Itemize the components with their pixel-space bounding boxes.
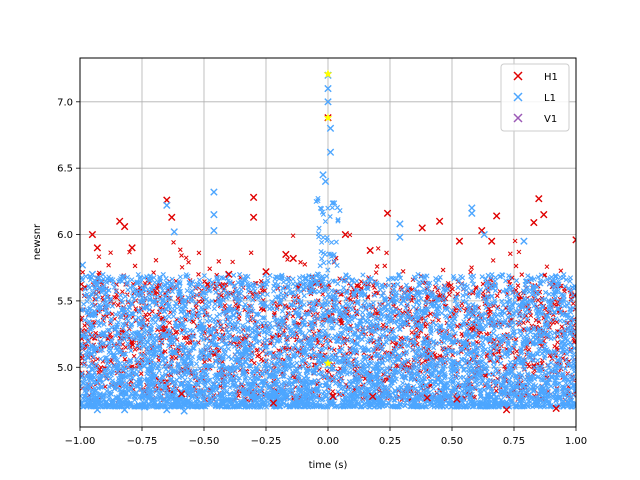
point-l1 xyxy=(210,226,218,235)
data-points xyxy=(80,69,576,415)
x-tick-label: 1.00 xyxy=(565,436,587,447)
legend-marker-v1 xyxy=(513,113,523,123)
point-l1 xyxy=(319,171,327,179)
point-l1 xyxy=(520,237,528,245)
y-tick-label: 6.5 xyxy=(57,164,73,175)
point-h1 xyxy=(540,210,548,219)
legend-marker-h1 xyxy=(513,71,523,81)
point-h1 xyxy=(502,406,511,414)
point-l1 xyxy=(210,188,218,196)
point-h1 xyxy=(341,230,350,239)
trigger-cloud xyxy=(80,195,576,410)
point-l1 xyxy=(396,220,404,228)
point-l1 xyxy=(93,406,102,414)
point-h1 xyxy=(552,404,560,413)
point-l1 xyxy=(140,403,149,411)
highlight-star xyxy=(323,358,333,367)
point-l1 xyxy=(321,177,330,186)
x-tick-label: 0.00 xyxy=(317,436,339,447)
point-l1 xyxy=(210,210,218,219)
axis-ticks: −1.00 −0.75 −0.50 −0.25 0.00 0.25 0.50 0.75 1.00… xyxy=(57,97,587,447)
point-l1 xyxy=(324,98,332,106)
point-l1 xyxy=(324,84,332,93)
highlight-star xyxy=(323,113,333,122)
point-h1 xyxy=(93,244,102,252)
x-tick-label: 0.25 xyxy=(379,436,401,447)
legend-marker-l1 xyxy=(513,92,523,102)
point-l1 xyxy=(396,233,404,241)
point-h1 xyxy=(262,268,270,276)
point-l1 xyxy=(120,406,129,414)
point-h1 xyxy=(366,246,374,255)
point-l1 xyxy=(468,209,476,217)
y-tick-label: 7.0 xyxy=(57,97,73,108)
legend-label-h1: H1 xyxy=(544,72,558,83)
x-tick-label: −0.25 xyxy=(251,436,282,447)
x-tick-label: −0.75 xyxy=(127,436,158,447)
point-l1 xyxy=(326,148,335,156)
y-tick-label: 5.0 xyxy=(57,363,73,374)
point-h1 xyxy=(163,196,171,204)
point-h1 xyxy=(572,236,576,244)
point-h1 xyxy=(120,222,129,231)
point-h1 xyxy=(453,395,461,403)
point-l1 xyxy=(88,270,97,279)
point-l1 xyxy=(326,124,335,133)
highlight-star xyxy=(323,69,333,78)
point-h1 xyxy=(225,270,233,279)
point-h1 xyxy=(177,390,186,398)
point-h1 xyxy=(329,392,337,401)
point-l1 xyxy=(163,406,171,414)
x-tick-label: −1.00 xyxy=(65,436,96,447)
legend-box xyxy=(500,63,570,132)
point-h1 xyxy=(269,399,278,407)
x-tick-label: 0.50 xyxy=(441,436,463,447)
x-tick-label: 0.75 xyxy=(503,436,525,447)
point-h1 xyxy=(249,193,258,202)
point-h1 xyxy=(423,394,431,402)
point-h1 xyxy=(249,213,258,221)
point-l1 xyxy=(163,201,171,210)
y-tick-label: 5.5 xyxy=(57,296,73,307)
point-h1 xyxy=(282,250,290,259)
point-h1 xyxy=(435,217,444,225)
point-h1 xyxy=(455,237,464,245)
point-l1 xyxy=(468,204,476,212)
point-h1 xyxy=(478,226,486,235)
legend-label-l1: L1 xyxy=(544,93,556,104)
y-tick-label: 6.0 xyxy=(57,230,73,241)
l1-cloud xyxy=(80,195,576,410)
x-axis-label: time (s) xyxy=(309,460,348,471)
point-h1 xyxy=(128,244,136,252)
point-h1 xyxy=(383,209,392,217)
legend-label-v1: V1 xyxy=(544,114,557,125)
point-h1 xyxy=(289,254,297,263)
point-l1 xyxy=(170,228,178,236)
point-h1 xyxy=(168,213,176,221)
legend: H1 L1 V1 xyxy=(500,63,570,132)
x-tick-label: −0.50 xyxy=(189,436,220,447)
point-h1 xyxy=(487,237,496,245)
point-h1 xyxy=(88,230,97,239)
point-h1 xyxy=(492,212,501,220)
point-l1 xyxy=(480,230,488,239)
y-axis-label: newsnr xyxy=(32,223,43,260)
point-h1 xyxy=(535,195,543,203)
point-h1 xyxy=(368,392,377,401)
point-h1 xyxy=(530,218,538,227)
series-h1 xyxy=(88,114,576,414)
point-h1 xyxy=(418,224,426,232)
point-l1 xyxy=(180,407,188,415)
